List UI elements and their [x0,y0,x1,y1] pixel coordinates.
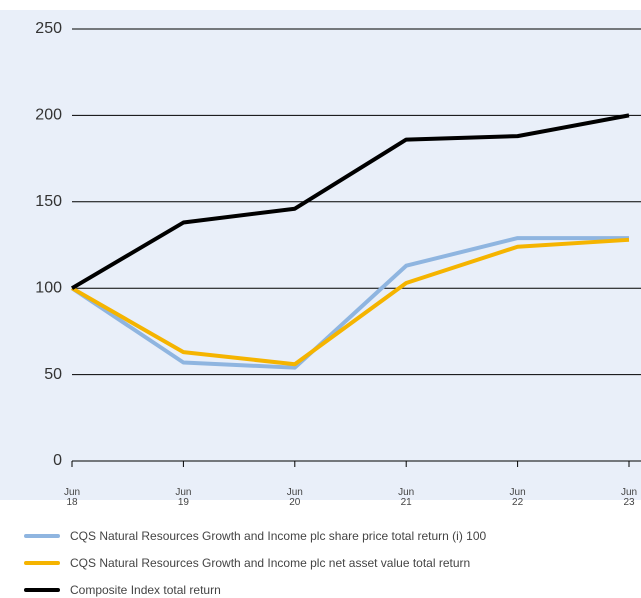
legend-item: Composite Index total return [24,580,221,598]
legend-swatch [24,534,60,538]
legend-swatch [24,588,60,592]
x-tick-label: Jun 20 [286,487,303,508]
legend-label: Composite Index total return [70,583,221,597]
x-tick-label: Jun 21 [398,487,415,508]
series-line [71,237,630,367]
series-line [70,113,630,290]
y-tick-label: 50 [44,366,62,383]
y-tick-label: 100 [35,279,62,296]
legend-label: CQS Natural Resources Growth and Income … [70,529,487,543]
legend-item: CQS Natural Resources Growth and Income … [24,553,470,573]
plot-background [0,10,641,500]
y-tick-label: 0 [53,452,62,469]
x-tick-label: Jun 19 [175,487,192,508]
y-tick-label: 200 [35,107,62,124]
y-tick-label: 250 [35,20,62,37]
x-tick-label: Jun 23 [620,487,638,508]
legend-item: CQS Natural Resources Growth and Income … [24,526,486,546]
y-tick-label: 150 [35,193,62,210]
legend-swatch [24,561,60,565]
x-tick-label: Jun 18 [63,487,81,508]
series-line [70,236,629,370]
legend-label: CQS Natural Resources Growth and Income … [70,556,471,570]
x-tick-label: Jun 22 [509,487,526,508]
